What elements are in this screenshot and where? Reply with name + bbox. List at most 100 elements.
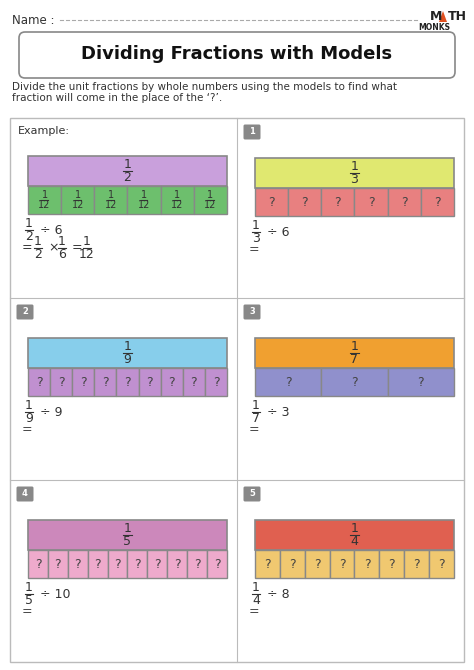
Bar: [28, 186, 61, 214]
Text: 2: 2: [25, 230, 33, 243]
Text: 3: 3: [249, 307, 255, 316]
Text: =: =: [249, 243, 260, 257]
Text: ?: ?: [289, 557, 296, 570]
Bar: [194, 186, 227, 214]
Bar: [28, 520, 227, 550]
Text: ?: ?: [35, 557, 41, 570]
Text: ?: ?: [438, 557, 445, 570]
Text: 1: 1: [124, 522, 131, 535]
Text: ?: ?: [194, 557, 201, 570]
Text: 12: 12: [171, 200, 183, 210]
Text: ?: ?: [314, 557, 320, 570]
Bar: [255, 188, 288, 216]
Text: ?: ?: [401, 196, 408, 208]
Bar: [187, 550, 207, 578]
Bar: [355, 188, 388, 216]
Bar: [421, 188, 454, 216]
Text: =: =: [22, 423, 33, 436]
Text: 4: 4: [252, 594, 260, 607]
Text: ?: ?: [124, 375, 131, 389]
Text: 5: 5: [124, 535, 131, 548]
Text: 1: 1: [34, 235, 42, 248]
Text: 12: 12: [79, 248, 95, 261]
Bar: [28, 338, 227, 368]
Text: ?: ?: [413, 557, 420, 570]
Text: ?: ?: [94, 557, 101, 570]
Text: ?: ?: [174, 557, 181, 570]
Bar: [183, 368, 205, 396]
Text: ÷ 6: ÷ 6: [40, 224, 63, 237]
Text: ?: ?: [114, 557, 121, 570]
Text: ?: ?: [264, 557, 271, 570]
Bar: [388, 368, 454, 396]
Bar: [94, 186, 128, 214]
Bar: [321, 188, 355, 216]
Text: ?: ?: [335, 196, 341, 208]
Text: ?: ?: [191, 375, 197, 389]
Text: Dividing Fractions with Models: Dividing Fractions with Models: [82, 45, 392, 63]
Text: 12: 12: [204, 200, 217, 210]
Text: ÷ 8: ÷ 8: [267, 588, 290, 600]
Text: 9: 9: [124, 353, 131, 366]
Bar: [280, 550, 305, 578]
Text: 1: 1: [83, 235, 91, 248]
Text: 1: 1: [249, 127, 255, 136]
Bar: [88, 550, 108, 578]
Text: ?: ?: [364, 557, 370, 570]
Text: ?: ?: [434, 196, 441, 208]
Bar: [205, 368, 227, 396]
Bar: [161, 186, 194, 214]
Text: ?: ?: [339, 557, 346, 570]
Text: 9: 9: [25, 412, 33, 425]
Text: ?: ?: [285, 375, 292, 389]
Text: ?: ?: [368, 196, 374, 208]
Text: 1: 1: [25, 399, 33, 412]
Bar: [10, 118, 464, 662]
Text: 1: 1: [252, 219, 260, 232]
Bar: [388, 188, 421, 216]
Text: ?: ?: [58, 375, 64, 389]
Text: 12: 12: [138, 200, 150, 210]
Text: ?: ?: [213, 375, 219, 389]
Bar: [404, 550, 429, 578]
Bar: [355, 550, 379, 578]
Text: 4: 4: [351, 535, 358, 548]
Text: ?: ?: [389, 557, 395, 570]
Bar: [117, 368, 138, 396]
Bar: [94, 368, 117, 396]
FancyBboxPatch shape: [244, 486, 261, 502]
Text: 1: 1: [75, 190, 81, 200]
FancyBboxPatch shape: [17, 486, 34, 502]
Text: fraction will come in the place of the ‘?’.: fraction will come in the place of the ‘…: [12, 93, 222, 103]
Bar: [28, 368, 50, 396]
Text: 7: 7: [350, 353, 358, 366]
Bar: [72, 368, 94, 396]
FancyBboxPatch shape: [244, 125, 261, 139]
Text: 12: 12: [38, 200, 51, 210]
Text: 3: 3: [351, 173, 358, 186]
Text: ÷ 10: ÷ 10: [40, 588, 71, 600]
Bar: [50, 368, 72, 396]
Text: ?: ?: [146, 375, 153, 389]
Bar: [255, 158, 454, 188]
Text: MONKS: MONKS: [418, 23, 450, 32]
Text: 1: 1: [174, 190, 180, 200]
Text: =: =: [249, 606, 260, 618]
Text: 3: 3: [252, 232, 260, 245]
Text: 2: 2: [124, 171, 131, 184]
Text: ?: ?: [74, 557, 81, 570]
Bar: [255, 550, 280, 578]
Text: 12: 12: [105, 200, 117, 210]
Text: 1: 1: [108, 190, 114, 200]
Bar: [207, 550, 227, 578]
Bar: [379, 550, 404, 578]
Bar: [128, 186, 161, 214]
Bar: [255, 338, 454, 368]
Text: ?: ?: [36, 375, 42, 389]
Text: TH: TH: [448, 10, 467, 23]
Text: ?: ?: [134, 557, 141, 570]
Text: 1: 1: [42, 190, 48, 200]
Bar: [429, 550, 454, 578]
Text: 1: 1: [207, 190, 213, 200]
Text: ÷ 9: ÷ 9: [40, 405, 63, 419]
